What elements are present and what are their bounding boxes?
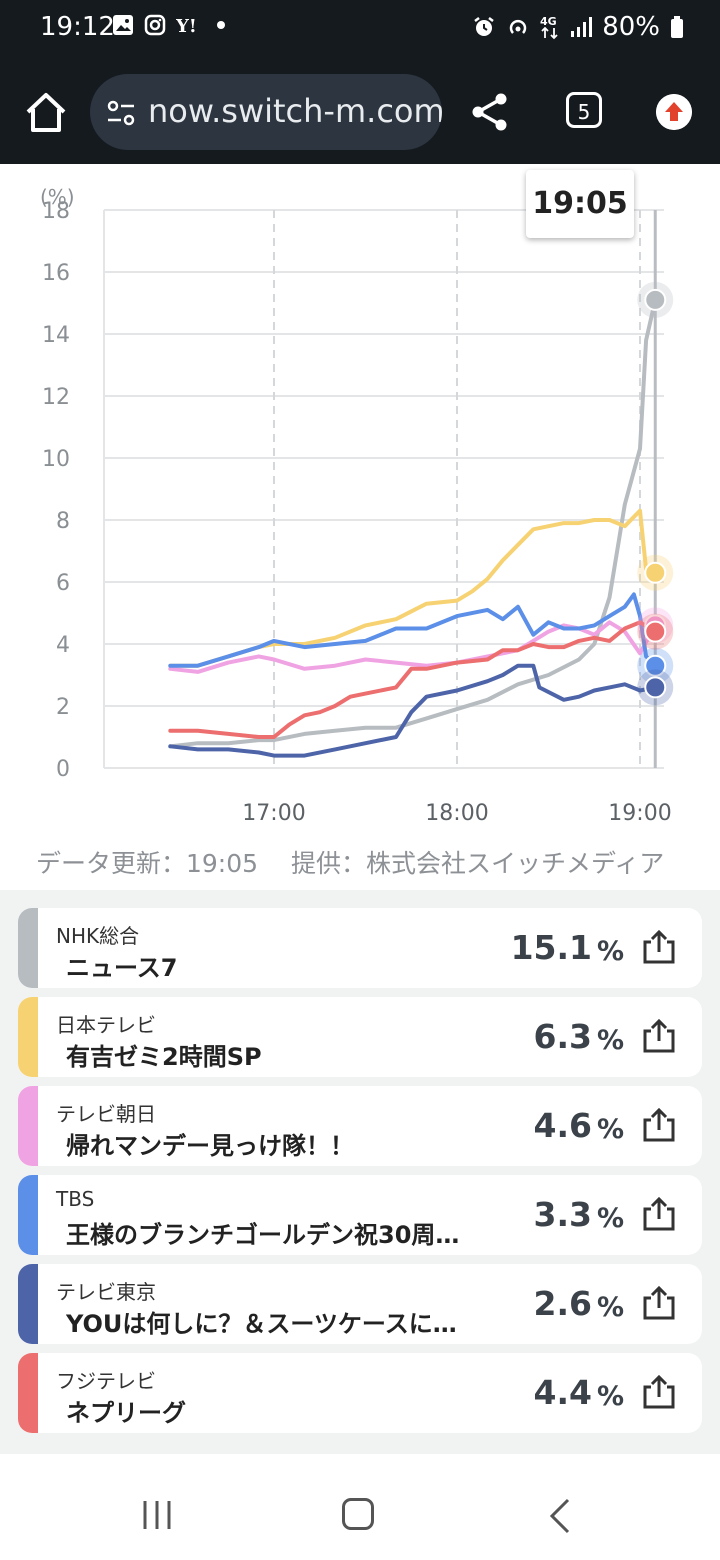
rating-value: 4.6 xyxy=(533,1106,592,1145)
url-bar[interactable]: now.switch-m.com xyxy=(90,74,442,150)
program-card-nhk[interactable]: NHK総合 ニュース7 15.1 % xyxy=(18,908,702,988)
color-bar xyxy=(18,1264,38,1344)
rating-value: 4.4 xyxy=(533,1373,592,1412)
program-card-tbs[interactable]: TBS 王様のブランチゴールデン祝30周年… 3.3 % xyxy=(18,1175,702,1255)
program-title: 王様のブランチゴールデン祝30周年… xyxy=(66,1221,476,1249)
color-bar xyxy=(18,997,38,1077)
program-title: ニュース7 xyxy=(66,954,178,982)
rating-value: 6.3 xyxy=(533,1017,592,1056)
program-card-tv-tokyo[interactable]: テレビ東京 YOUは何しに？＆スーツケースに＆… 2.6 % xyxy=(18,1264,702,1344)
y-tick-label: 12 xyxy=(42,385,70,410)
series-line xyxy=(168,297,658,749)
dot-icon xyxy=(217,21,225,29)
battery-icon xyxy=(671,16,683,38)
program-title: 帰れマンデー見っけ隊！！ xyxy=(66,1132,354,1160)
rating-unit: % xyxy=(596,936,624,967)
rating-value: 15.1 xyxy=(510,928,592,967)
series-line xyxy=(168,620,658,739)
series-end-point xyxy=(644,654,667,677)
share-icon[interactable] xyxy=(640,1284,678,1322)
rating-value: 3.3 xyxy=(533,1195,592,1234)
hotspot-icon xyxy=(510,19,527,34)
4g-icon: 4G xyxy=(540,15,558,40)
program-list: NHK総合 ニュース7 15.1 % 日本テレビ 有吉ゼミ2時間SP 6.3 %… xyxy=(0,890,720,1454)
status-time: 19:12 xyxy=(40,12,115,42)
y-tick-label: 6 xyxy=(56,571,70,596)
system-nav-bar xyxy=(0,1454,720,1560)
series-line xyxy=(168,663,658,758)
back-icon[interactable] xyxy=(546,1498,574,1534)
share-icon[interactable] xyxy=(640,928,678,966)
rating-unit: % xyxy=(596,1381,624,1412)
browser-toolbar: now.switch-m.com 5 xyxy=(0,60,720,164)
series-end-point xyxy=(644,288,667,311)
station-name: TBS xyxy=(56,1187,95,1211)
color-bar xyxy=(18,908,38,988)
share-icon[interactable] xyxy=(640,1017,678,1055)
y-tick-label: 10 xyxy=(42,447,70,472)
signal-icon xyxy=(571,17,593,37)
rating-line-chart: 0 2 4 6 8 10 12 14 16 18(%) 17:00 18:00 19:00 xyxy=(40,185,674,824)
series-end-point xyxy=(644,620,667,643)
share-icon[interactable] xyxy=(640,1195,678,1233)
x-tick-label: 17:00 xyxy=(242,801,305,824)
data-update-note: データ更新：19:05 提供：株式会社スイッチメディア xyxy=(36,849,665,878)
program-title: 有吉ゼミ2時間SP xyxy=(66,1043,262,1071)
series-line xyxy=(168,592,658,668)
site-settings-icon[interactable] xyxy=(104,96,138,130)
instagram-icon xyxy=(144,14,166,36)
station-name: 日本テレビ xyxy=(56,1013,156,1037)
gallery-icon xyxy=(113,15,133,35)
program-title: YOUは何しに？＆スーツケースに＆… xyxy=(66,1310,476,1338)
share-icon[interactable] xyxy=(640,1373,678,1411)
station-name: NHK総合 xyxy=(56,924,140,948)
y-tick-label: 2 xyxy=(56,695,70,720)
series-line xyxy=(168,508,658,668)
rating-unit: % xyxy=(596,1292,624,1323)
svg-text:Y!: Y! xyxy=(176,16,197,36)
update-icon[interactable] xyxy=(656,94,692,130)
tab-count-button[interactable]: 5 xyxy=(566,92,602,128)
program-card-ntv[interactable]: 日本テレビ 有吉ゼミ2時間SP 6.3 % xyxy=(18,997,702,1077)
color-bar xyxy=(18,1353,38,1433)
program-card-tv-asahi[interactable]: テレビ朝日 帰れマンデー見っけ隊！！ 4.6 % xyxy=(18,1086,702,1166)
rating-unit: % xyxy=(596,1025,624,1056)
rating-chart: 0 2 4 6 8 10 12 14 16 18 (%) 17:00 18:00 19:00 19:05 … xyxy=(0,164,720,888)
program-title: ネプリーグ xyxy=(66,1399,186,1427)
y-tick-label: 14 xyxy=(42,323,70,348)
series-end-point xyxy=(644,676,667,699)
home-icon[interactable] xyxy=(22,90,70,134)
color-bar xyxy=(18,1086,38,1166)
color-bar xyxy=(18,1175,38,1255)
status-bar: 19:12 Y! 4G 80% xyxy=(0,0,720,60)
alarm-icon xyxy=(474,17,494,36)
battery-percent: 80% xyxy=(602,12,660,42)
x-tick-label: 18:00 xyxy=(425,801,488,824)
y-tick-label: 4 xyxy=(56,633,70,658)
rating-value: 2.6 xyxy=(533,1284,592,1323)
program-card-fuji[interactable]: フジテレビ ネプリーグ 4.4 % xyxy=(18,1353,702,1433)
y-tick-label: 18 xyxy=(42,199,70,224)
home-nav-icon[interactable] xyxy=(342,1498,374,1530)
x-tick-label: 19:00 xyxy=(608,801,671,824)
station-name: フジテレビ xyxy=(56,1369,156,1393)
share-icon[interactable] xyxy=(640,1106,678,1144)
time-tooltip: 19:05 xyxy=(526,170,634,238)
station-name: テレビ東京 xyxy=(56,1280,156,1304)
recent-apps-icon[interactable] xyxy=(140,1498,174,1532)
series-end-point xyxy=(644,561,667,584)
y-tick-label: 8 xyxy=(56,509,70,534)
yahoo-icon: Y! xyxy=(176,16,197,36)
url-text[interactable]: now.switch-m.com xyxy=(148,92,442,130)
y-unit-label: (%) xyxy=(40,185,75,209)
page-content: 0 2 4 6 8 10 12 14 16 18 (%) 17:00 18:00 19:00 19:05 … xyxy=(0,164,720,1454)
share-icon[interactable] xyxy=(468,90,512,134)
svg-text:4G: 4G xyxy=(540,15,557,28)
y-tick-label: 0 xyxy=(56,757,70,782)
station-name: テレビ朝日 xyxy=(56,1102,156,1126)
rating-unit: % xyxy=(596,1203,624,1234)
y-tick-label: 16 xyxy=(42,261,70,286)
rating-unit: % xyxy=(596,1114,624,1145)
